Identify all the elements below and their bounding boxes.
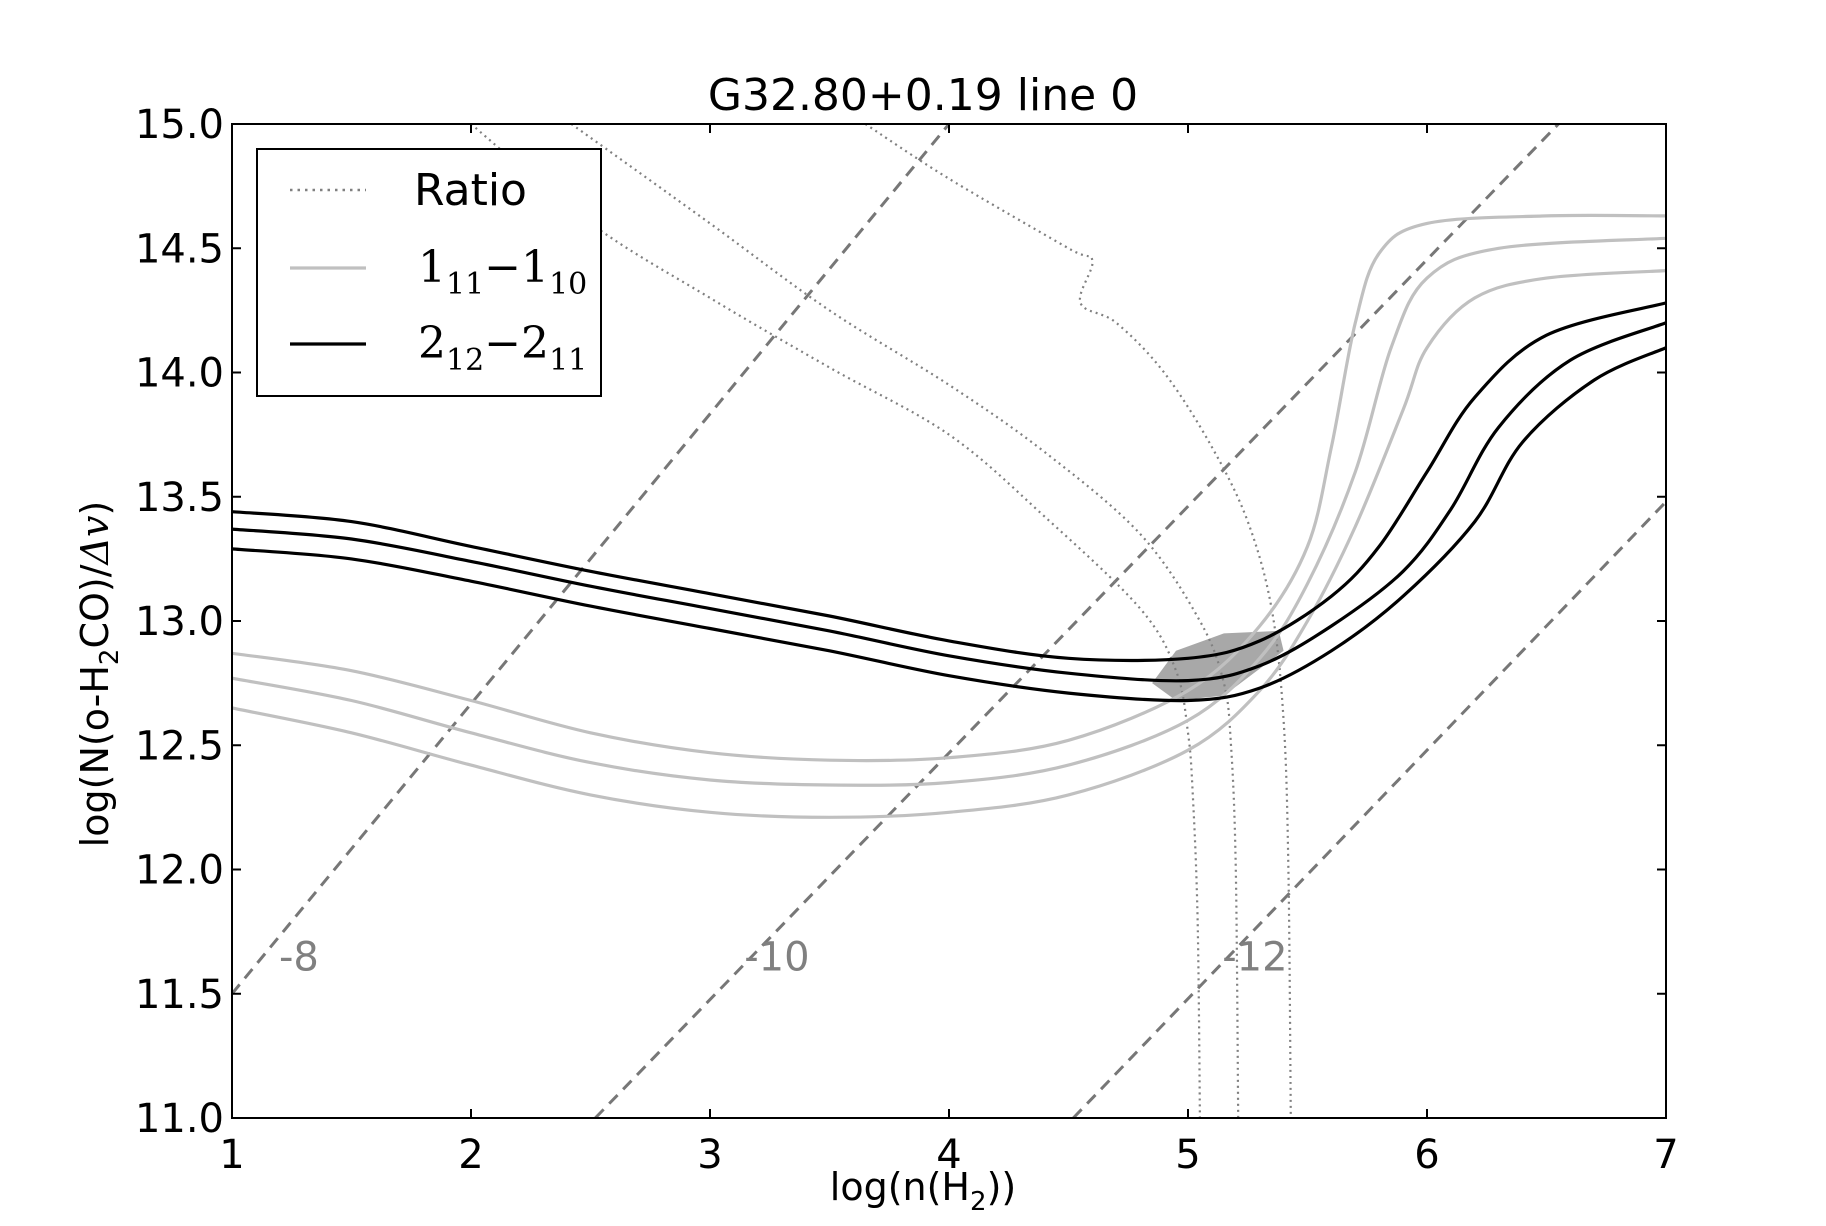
abundance-label-2: -10 xyxy=(744,934,809,980)
chart-title: G32.80+0.19 line 0 xyxy=(708,70,1138,121)
legend-label-1-11-1-10: 111−110 xyxy=(418,242,587,302)
solution-region xyxy=(1152,630,1284,701)
series-line-2-12-2-11-1 xyxy=(232,301,1666,663)
series-line-1-11-1-10-1 xyxy=(232,213,1666,763)
y-tick-label: 11.5 xyxy=(135,972,224,1018)
x-tick-label: 4 xyxy=(936,1132,961,1178)
series-line-2-12-2-11-3 xyxy=(232,346,1666,703)
abundance-line-3 xyxy=(1072,500,1666,1118)
series-line-ratio-2 xyxy=(570,124,1240,1118)
y-tick-label: 13.5 xyxy=(135,475,224,521)
y-tick-label: 12.0 xyxy=(135,848,224,894)
y-tick-label: 13.0 xyxy=(135,599,224,645)
y-tick-label: 14.5 xyxy=(135,226,224,272)
abundance-line-2 xyxy=(594,124,1560,1118)
x-tick-label: 2 xyxy=(458,1132,483,1178)
axes: -8 -10 -12 1 2 3 4 5 6 7 11.0 11.5 12.0 12.5 13.0 13.5 1… xyxy=(135,102,1679,1178)
y-tick-label: 11.0 xyxy=(135,1096,224,1142)
x-tick-label: 6 xyxy=(1414,1132,1439,1178)
abundance-label-3: -12 xyxy=(1222,934,1287,980)
y-tick-label: 15.0 xyxy=(135,102,224,148)
series-line-2-12-2-11-2 xyxy=(232,321,1666,683)
y-tick-label: 14.0 xyxy=(135,351,224,397)
abundance-line-1 xyxy=(232,124,951,995)
legend-label-ratio: Ratio xyxy=(414,165,527,216)
x-tick-label: 3 xyxy=(697,1132,722,1178)
series-line-ratio-1 xyxy=(470,124,1201,1118)
y-tick-label: 12.5 xyxy=(135,723,224,769)
legend-label-2-12-2-11: 212−211 xyxy=(418,318,587,378)
plot-area xyxy=(232,124,1666,1118)
x-tick-label: 1 xyxy=(219,1132,244,1178)
abundance-label-1: -8 xyxy=(279,934,319,980)
x-axis-label: log(n(H2)) xyxy=(830,1165,1016,1217)
legend: Ratio 111−110 212−211 xyxy=(256,148,602,397)
y-axis-label: log(N(o-H2CO)/Δv) xyxy=(73,501,125,848)
x-tick-label: 7 xyxy=(1653,1132,1678,1178)
series-line-1-11-1-10-2 xyxy=(232,236,1666,787)
x-tick-label: 5 xyxy=(1175,1132,1200,1178)
series-line-1-11-1-10-3 xyxy=(232,269,1666,819)
